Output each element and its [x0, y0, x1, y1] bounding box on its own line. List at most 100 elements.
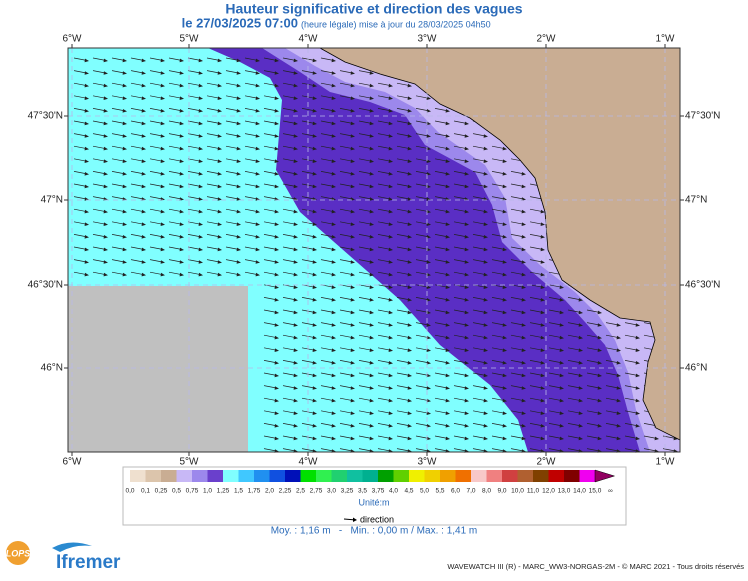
arrow [130, 208, 145, 213]
arrow-head [350, 83, 355, 88]
arrow-head [122, 235, 127, 239]
arrow-head [160, 247, 165, 252]
arrow-head [122, 172, 127, 176]
arrow [624, 334, 639, 339]
arrow [415, 133, 430, 137]
arrow-head [122, 209, 127, 214]
direction-label: direction [360, 514, 394, 524]
arrow [453, 208, 468, 213]
arrow-head [293, 184, 298, 189]
arrow [244, 133, 259, 137]
arrow-head [483, 260, 488, 264]
arrow-head [293, 146, 298, 151]
arrow [130, 221, 145, 225]
lat-label-left: 46°30'N [28, 280, 63, 291]
arrow-head [635, 411, 640, 415]
arrow-head [198, 83, 203, 88]
arrow-head [274, 298, 279, 302]
arrow [339, 246, 354, 250]
arrow-head [350, 159, 355, 163]
arrow-head [217, 222, 222, 226]
arrow-head [236, 209, 241, 214]
arrow-head [217, 96, 222, 100]
arrow-head [502, 184, 507, 189]
arrow-head [312, 411, 317, 415]
arrow [605, 322, 620, 326]
arrow-head [407, 260, 412, 264]
legend-label: ∞ [608, 488, 613, 495]
arrow-head [236, 134, 241, 138]
arrow [472, 410, 487, 414]
arrow-head [369, 386, 374, 390]
arrow-head [445, 260, 450, 264]
arrow [282, 234, 297, 238]
arrow-head [293, 159, 298, 163]
arrow-head [84, 146, 89, 151]
arrow-head [84, 222, 89, 226]
lon-label-bottom: 5°W [180, 457, 200, 468]
arrow [358, 82, 373, 87]
arrow [358, 360, 373, 364]
arrow [377, 120, 392, 124]
arrow [415, 259, 430, 263]
arrow [396, 221, 411, 225]
arrow-head [407, 436, 412, 441]
arrow [130, 70, 145, 74]
legend-cell [347, 470, 363, 482]
arrow-head [426, 436, 431, 441]
arrow [453, 183, 468, 187]
arrow [434, 234, 449, 238]
arrow [396, 297, 411, 301]
arrow [206, 145, 221, 150]
arrow [263, 171, 278, 175]
arrow-head [407, 386, 412, 390]
arrow [529, 347, 544, 351]
arrow-head [483, 436, 488, 441]
arrow [567, 360, 582, 364]
arrow-head [160, 109, 165, 113]
arrow-head [217, 260, 222, 264]
arrow [510, 347, 525, 351]
legend-label: 9,0 [497, 488, 506, 495]
arrow-head [236, 235, 241, 239]
arrow [586, 360, 601, 364]
arrow [168, 57, 183, 61]
arrow-head [160, 184, 165, 189]
arrow [149, 246, 164, 250]
arrow [567, 347, 582, 351]
arrow [586, 385, 601, 389]
arrow-head [293, 247, 298, 252]
arrow-head [350, 285, 355, 289]
arrow-head [312, 285, 317, 289]
arrow-head [502, 146, 507, 151]
arrow [396, 158, 411, 162]
arrow-head [388, 411, 393, 415]
arrow [187, 108, 202, 112]
arrow-head [236, 260, 241, 264]
arrow [472, 347, 487, 351]
arrow-head [426, 121, 431, 126]
arrow [168, 95, 183, 99]
arrow-head [502, 285, 507, 289]
arrow-head [274, 398, 279, 403]
arrow [434, 208, 449, 213]
arrow-head [331, 247, 336, 252]
arrow [396, 322, 411, 326]
arrow-head [255, 260, 260, 264]
arrow-head [331, 83, 336, 88]
ifremer-text: Ifremer [56, 552, 121, 573]
arrow-head [616, 424, 621, 428]
arrow-head [578, 436, 583, 441]
arrow [510, 271, 525, 276]
arrow [92, 70, 107, 74]
arrow [168, 145, 183, 150]
arrow [225, 246, 240, 250]
arrow-head [350, 398, 355, 403]
arrow-head [521, 272, 526, 277]
arrow-head [407, 373, 412, 378]
legend-label: 12,0 [542, 488, 555, 495]
arrow-head [312, 71, 317, 75]
lat-label-left: 47°30'N [28, 111, 63, 122]
arrow [396, 360, 411, 364]
arrow [377, 183, 392, 187]
